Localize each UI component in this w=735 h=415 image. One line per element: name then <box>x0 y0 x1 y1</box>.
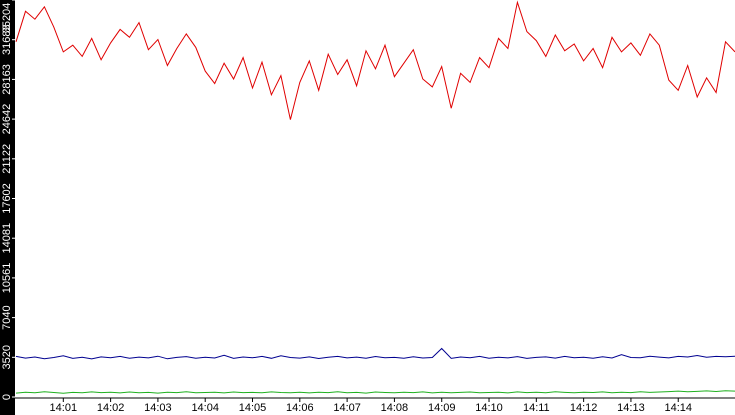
x-tick-label: 14:06 <box>286 402 314 414</box>
y-tick-label: 7040 <box>1 305 13 329</box>
y-tick-label: 10561 <box>1 263 13 294</box>
x-tick-label: 14:11 <box>523 402 550 414</box>
y-tick-label: 31683 <box>1 24 13 55</box>
series-line <box>15 390 735 394</box>
y-tick-label: 0 <box>1 394 13 400</box>
x-tick-label: 14:04 <box>191 402 219 414</box>
y-tick-label: 35204 <box>1 3 13 34</box>
x-tick-label: 14:05 <box>239 402 267 414</box>
y-tick-label: 21122 <box>1 144 13 174</box>
y-tick-label: 17602 <box>1 183 13 214</box>
series-line <box>15 347 735 360</box>
x-tick-label: 14:13 <box>617 402 645 414</box>
x-tick-label: 14:03 <box>144 402 172 414</box>
x-tick-label: 14:10 <box>475 402 503 414</box>
y-axis-strip <box>0 0 15 415</box>
y-tick-label: 28163 <box>1 64 13 95</box>
x-tick-label: 14:08 <box>381 402 409 414</box>
x-tick-label: 14:02 <box>97 402 125 414</box>
x-tick-label: 14:07 <box>333 402 361 414</box>
y-tick-label: 14081 <box>1 223 13 254</box>
x-tick-label: 14:14 <box>664 402 692 414</box>
x-tick-label: 14:01 <box>50 402 78 414</box>
x-tick-label: 14:12 <box>570 402 598 414</box>
y-tick-label: 3520 <box>1 345 13 369</box>
x-tick-label: 14:09 <box>428 402 456 414</box>
series-line <box>15 0 735 120</box>
y-tick-label: 24642 <box>1 104 13 135</box>
